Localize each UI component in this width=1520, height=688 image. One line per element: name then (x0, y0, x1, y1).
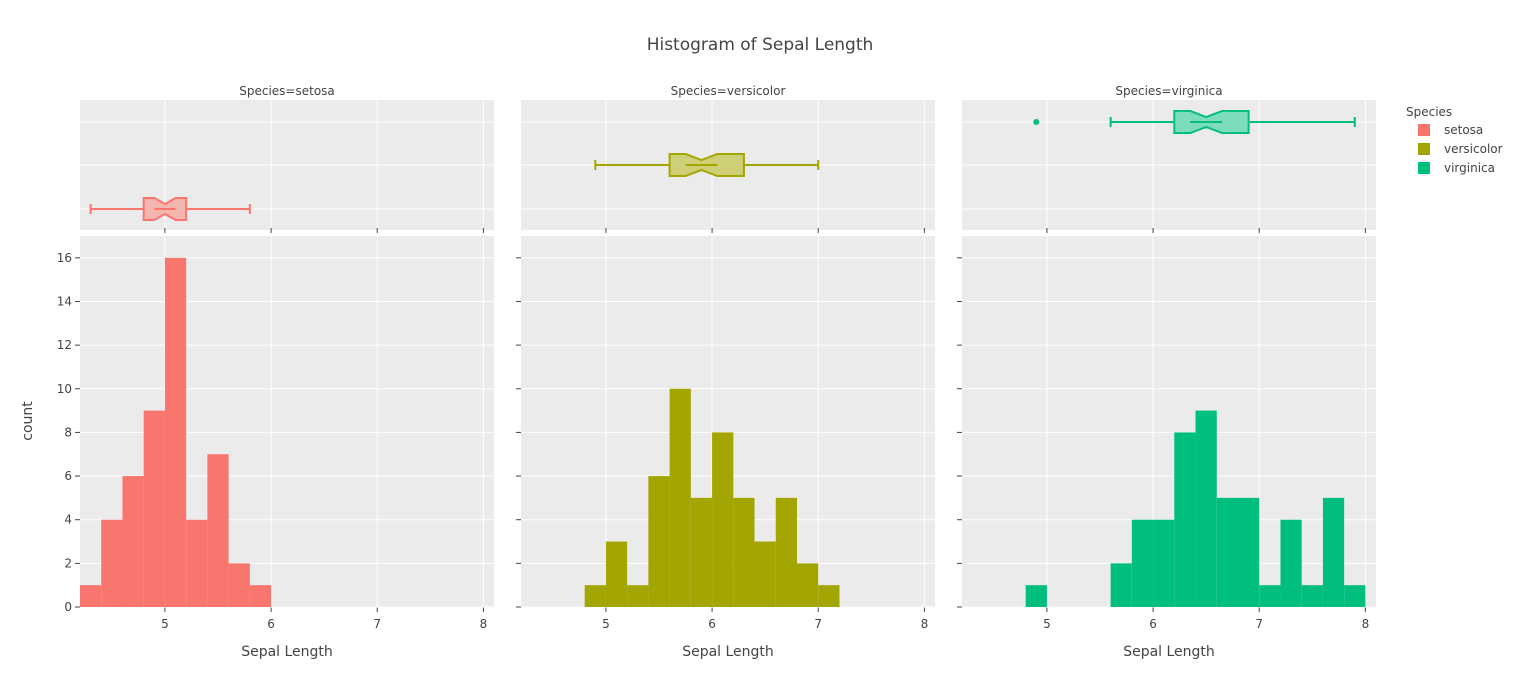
legend: Species setosa versicolor virginica (1406, 105, 1503, 175)
histogram-bar-virginica (1174, 432, 1196, 607)
histogram-bar-versicolor (584, 585, 606, 607)
y-axis-title: count (20, 401, 36, 441)
x-tick-label: 5 (602, 617, 610, 631)
histogram-bar-versicolor (712, 432, 734, 607)
legend-item-versicolor: versicolor (1418, 142, 1503, 156)
histogram-bar-versicolor (690, 497, 713, 607)
y-tick-label: 12 (57, 338, 72, 352)
histogram-bar-virginica (1195, 410, 1217, 607)
legend-swatch (1418, 143, 1430, 155)
facet-label: Species=virginica (1115, 84, 1222, 98)
histogram-bar-setosa (143, 410, 165, 607)
x-tick-label: 8 (1362, 617, 1370, 631)
legend-title: Species (1406, 105, 1452, 119)
histogram-bar-virginica (1025, 585, 1047, 607)
facet-label: Species=setosa (239, 84, 335, 98)
histogram-bar-virginica (1238, 497, 1260, 607)
x-tick-label: 6 (708, 617, 716, 631)
histogram-bar-setosa (101, 519, 123, 607)
histogram-bar-setosa (186, 519, 208, 607)
y-tick-label: 14 (57, 294, 72, 308)
histogram-bar-versicolor (669, 388, 691, 607)
x-tick-label: 8 (480, 617, 488, 631)
x-tick-label: 5 (1043, 617, 1051, 631)
histogram-bar-versicolor (733, 497, 755, 607)
y-tick-label: 16 (57, 251, 72, 265)
facet-virginica: Species=virginica 5 6 7 8 Sepal Length (957, 84, 1376, 660)
x-tick-label: 5 (161, 617, 169, 631)
y-tick-label: 10 (57, 382, 72, 396)
panels: Species=setosa 5 6 7 8 0 2 4 6 8 10 12 14 16 Sepal Len… (57, 84, 1376, 660)
y-tick-label: 8 (64, 425, 72, 439)
histogram-bar-setosa (249, 585, 272, 607)
x-tick-label: 7 (1255, 617, 1263, 631)
histogram-bar-virginica (1322, 497, 1345, 607)
histogram-bar-virginica (1259, 585, 1281, 607)
legend-label: setosa (1444, 123, 1483, 137)
x-axis-title: Sepal Length (241, 644, 333, 660)
x-axis-title: Sepal Length (682, 644, 774, 660)
legend-swatch (1418, 124, 1430, 136)
legend-label: versicolor (1444, 142, 1503, 156)
histogram-bar-versicolor (775, 497, 797, 607)
histogram-bar-setosa (228, 563, 250, 607)
histogram-bar-versicolor (605, 541, 628, 607)
histogram-bar-versicolor (754, 541, 776, 607)
legend-item-setosa: setosa (1418, 123, 1483, 137)
histogram-bar-virginica (1153, 519, 1175, 607)
histogram-bar-versicolor (627, 585, 649, 607)
x-tick-label: 7 (373, 617, 381, 631)
x-tick-label: 6 (1149, 617, 1157, 631)
y-tick-label: 2 (64, 556, 72, 570)
histogram-bar-setosa (80, 585, 102, 607)
x-axis-title: Sepal Length (1123, 644, 1215, 660)
histogram-bar-virginica (1216, 497, 1238, 607)
histogram-bar-virginica (1280, 519, 1302, 607)
histogram-bar-setosa (207, 454, 229, 607)
histogram-bar-virginica (1110, 563, 1132, 607)
legend-swatch (1418, 162, 1430, 174)
y-tick-label: 0 (64, 600, 72, 614)
legend-item-virginica: virginica (1418, 161, 1495, 175)
histogram-bar-versicolor (648, 476, 670, 607)
legend-label: virginica (1444, 161, 1495, 175)
histogram-bar-virginica (1344, 585, 1366, 607)
histogram-bar-setosa (164, 257, 187, 607)
histogram-bar-setosa (122, 476, 144, 607)
histogram-bar-versicolor (797, 563, 819, 607)
histogram-bar-virginica (1131, 519, 1154, 607)
y-tick-label: 4 (64, 513, 72, 527)
x-tick-label: 7 (814, 617, 822, 631)
facet-label: Species=versicolor (671, 84, 786, 98)
x-tick-label: 8 (921, 617, 929, 631)
facet-setosa: Species=setosa 5 6 7 8 0 2 4 6 8 10 12 14 16 Sepal Len… (57, 84, 494, 660)
facet-versicolor: Species=versicolor 5 6 7 8 Sepal Length (516, 84, 935, 660)
histogram-bar-virginica (1301, 585, 1323, 607)
histogram-bar-versicolor (818, 585, 840, 607)
y-tick-label: 6 (64, 469, 72, 483)
box-outlier-point (1033, 119, 1040, 125)
x-tick-label: 6 (267, 617, 275, 631)
chart-title: Histogram of Sepal Length (647, 35, 874, 55)
